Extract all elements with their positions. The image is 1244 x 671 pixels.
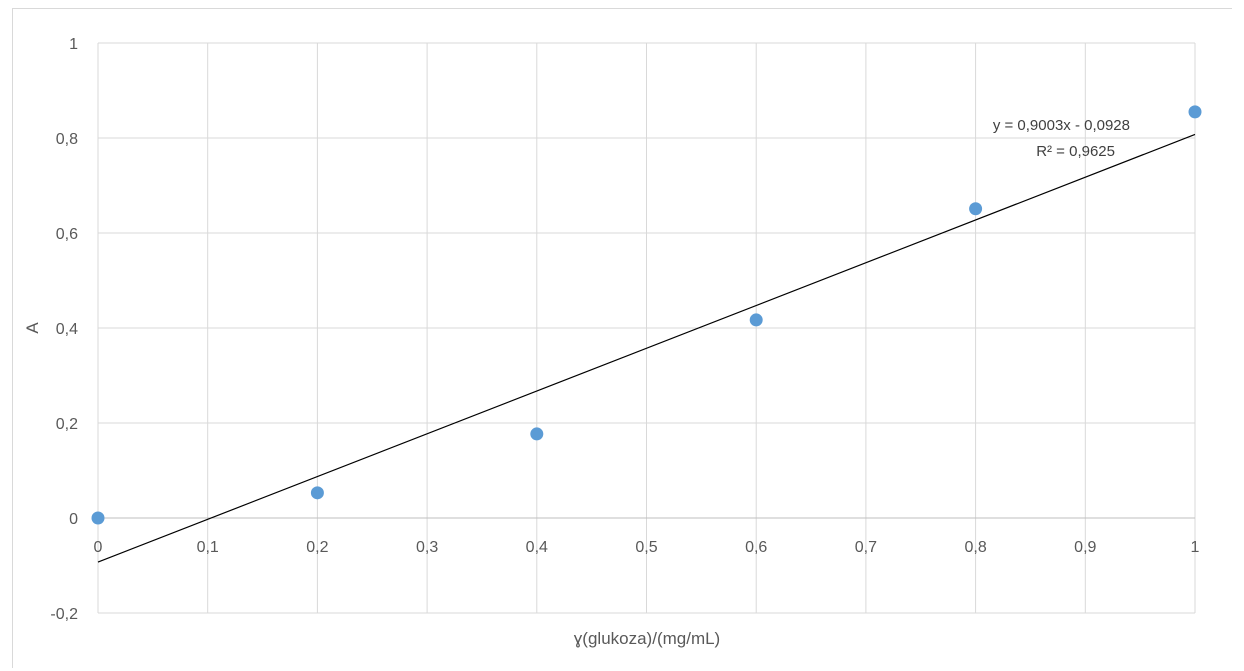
y-tick-label: 0,8	[56, 131, 78, 148]
data-point	[530, 427, 544, 441]
trendline	[97, 133, 1196, 563]
data-point	[310, 486, 324, 500]
y-tick-label: 0,4	[56, 321, 78, 338]
y-tick-label: -0,2	[50, 606, 78, 623]
x-tick-label: 0,1	[197, 539, 219, 556]
y-axis-title: A	[23, 322, 42, 334]
gridlines	[97, 42, 1196, 614]
x-tick-label: 0,8	[964, 539, 986, 556]
x-tick-label: 0,2	[306, 539, 328, 556]
y-tick-label: 0,2	[56, 416, 78, 433]
y-tick-label: 1	[69, 36, 78, 53]
x-tick-label: 0,7	[855, 539, 877, 556]
trendline-group	[97, 133, 1196, 563]
data-point	[91, 511, 105, 525]
x-axis-title: ɣ(glukoza)/(mg/mL)	[574, 629, 720, 648]
x-tick-label: 0,5	[635, 539, 657, 556]
data-point	[1188, 105, 1202, 119]
data-point	[749, 313, 763, 327]
x-tick-labels: 0 0,1 0,2 0,3 0,4 0,5 0,6 0,7 0,8 0,9 1	[94, 539, 1200, 556]
trendline-r2: R² = 0,9625	[1036, 143, 1115, 160]
trendline-equation: y = 0,9003x - 0,0928	[993, 117, 1130, 134]
x-tick-label: 1	[1191, 539, 1200, 556]
chart-area	[12, 8, 1232, 668]
y-tick-label: 0	[69, 511, 78, 528]
x-tick-label: 0	[94, 539, 103, 556]
x-tick-label: 0,4	[526, 539, 548, 556]
data-points	[91, 105, 1202, 525]
data-point	[969, 202, 983, 216]
x-tick-label: 0,6	[745, 539, 767, 556]
y-tick-label: 0,6	[56, 226, 78, 243]
x-tick-label: 0,9	[1074, 539, 1096, 556]
y-tick-labels: -0,2 0 0,2 0,4 0,6 0,8 1	[50, 36, 78, 623]
x-tick-label: 0,3	[416, 539, 438, 556]
